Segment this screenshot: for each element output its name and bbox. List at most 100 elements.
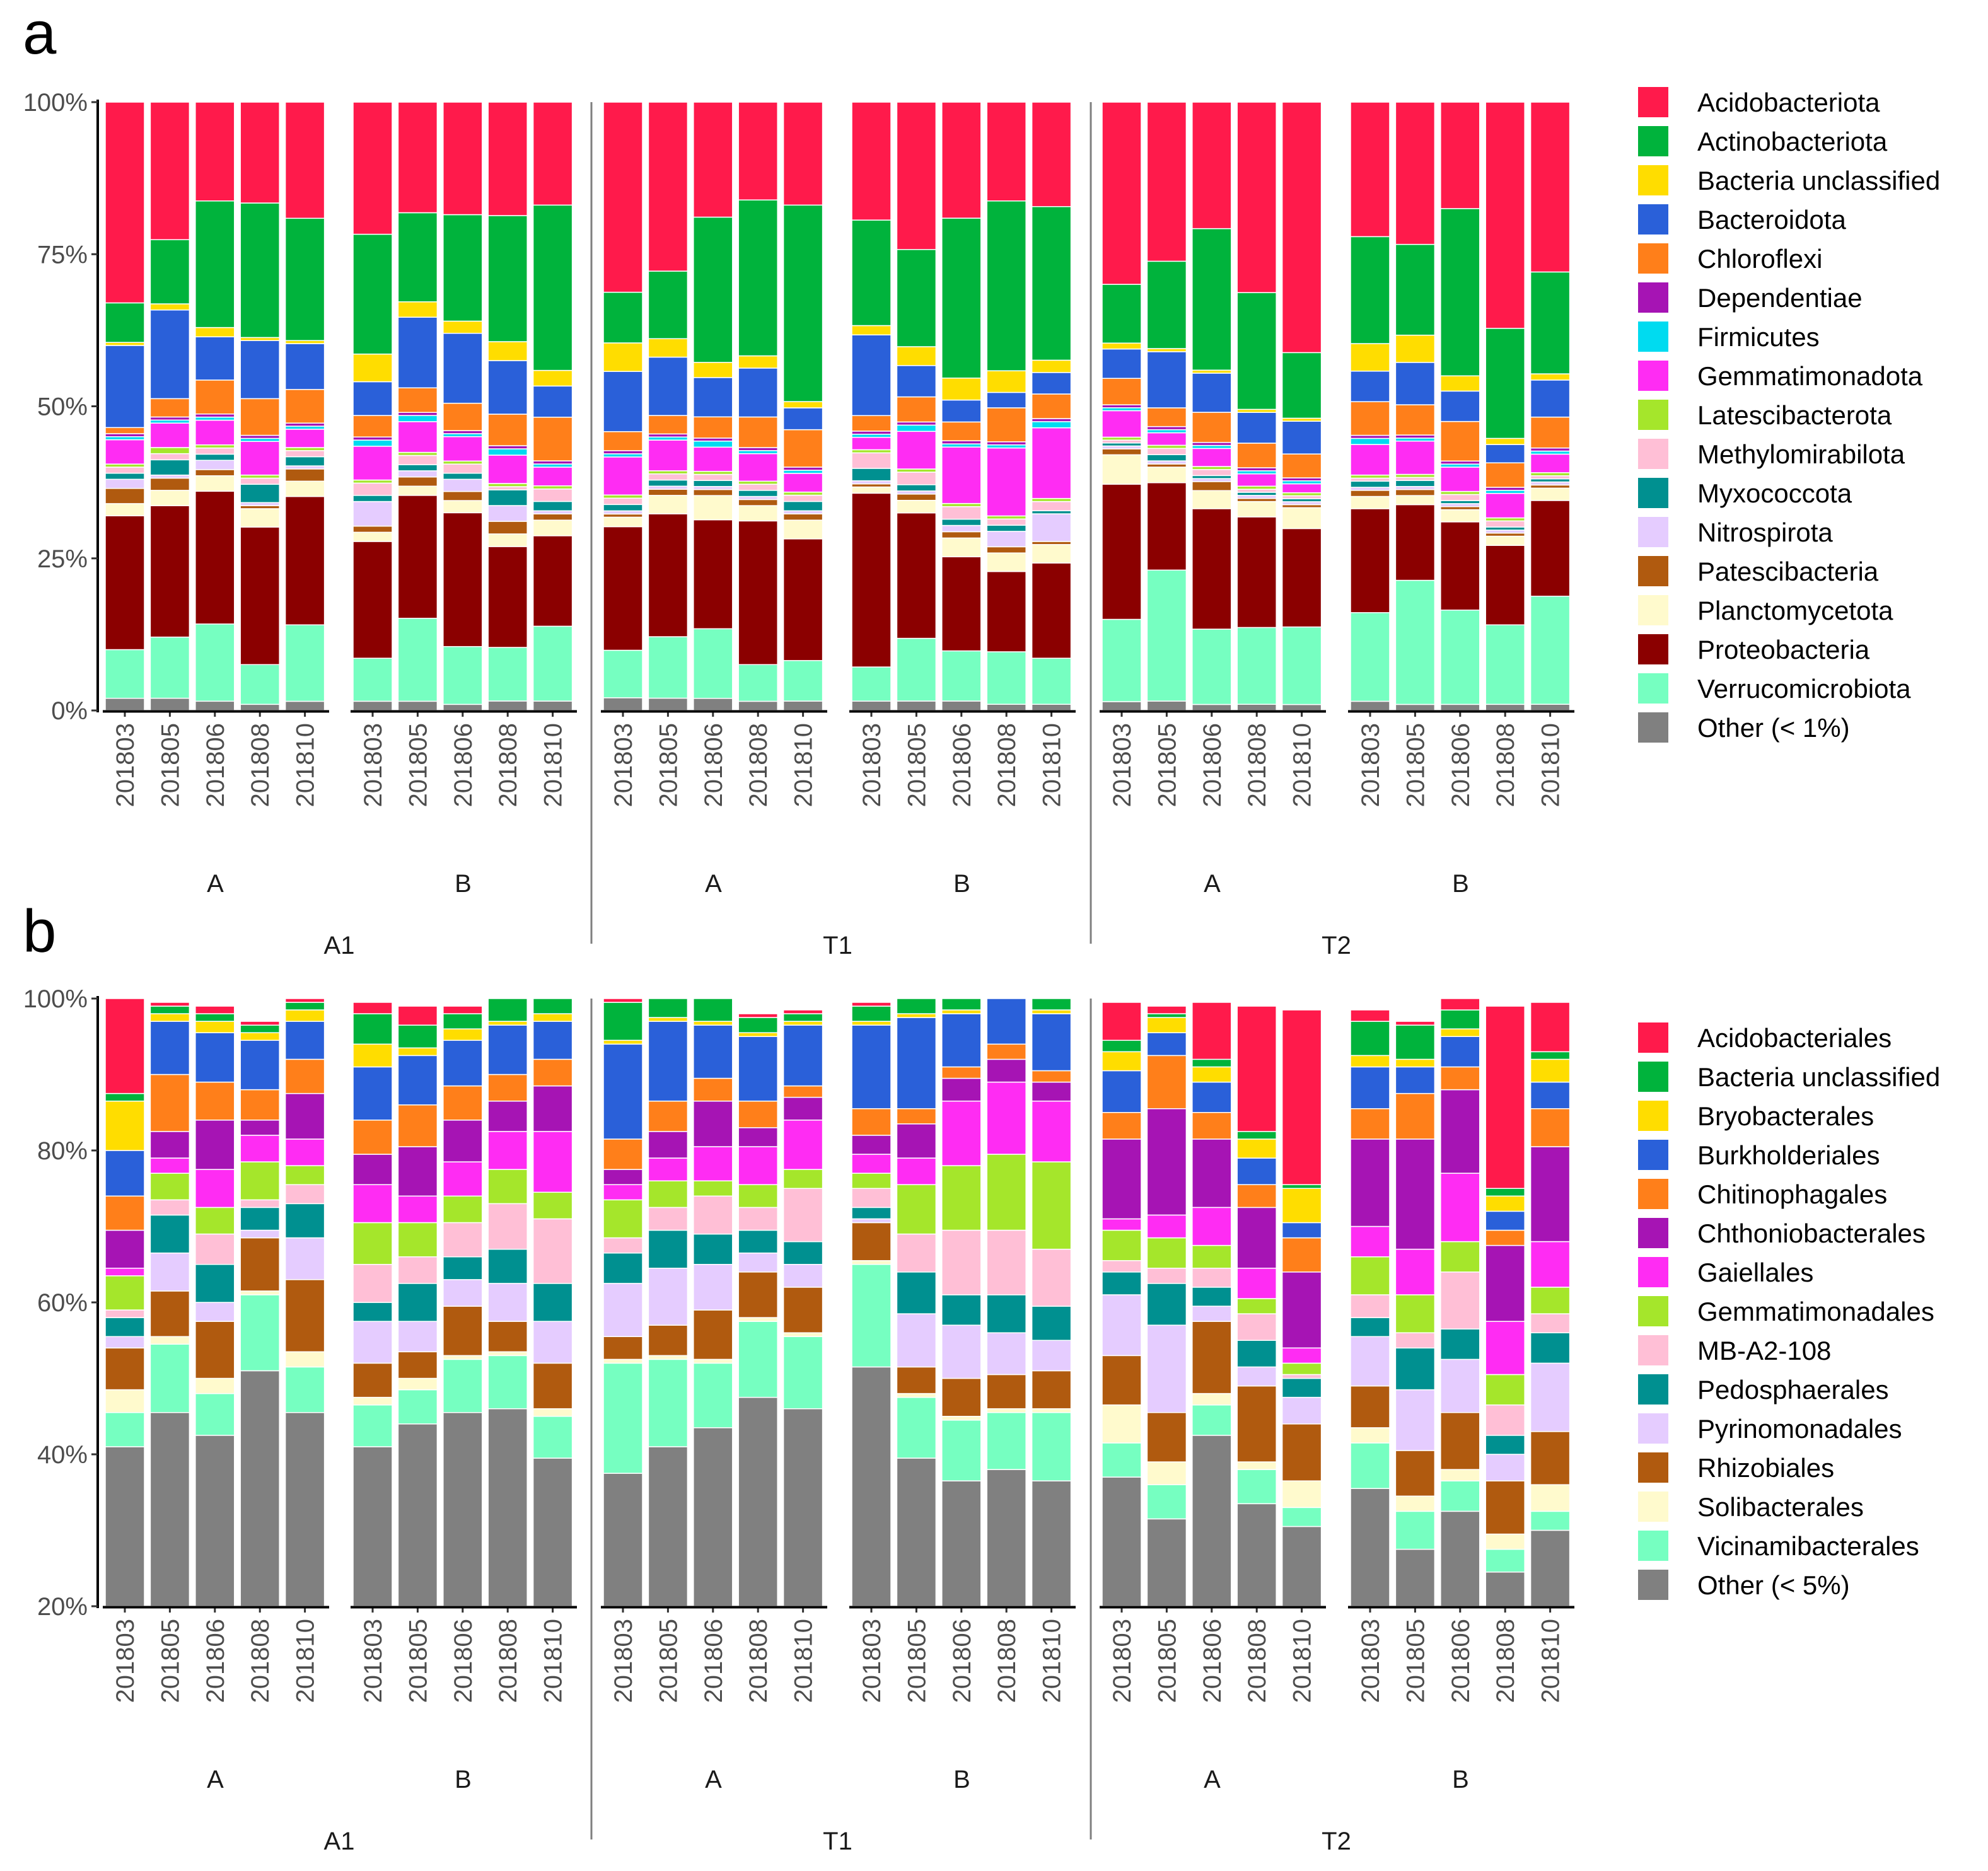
bar-segment	[1102, 1260, 1142, 1273]
bar-segment	[443, 1005, 483, 1014]
bar-segment	[1440, 1241, 1480, 1273]
x-tick-label: 201806	[1199, 1619, 1226, 1703]
bar-segment	[1530, 1313, 1571, 1333]
bar-segment	[782, 1332, 823, 1337]
bar-segment	[941, 524, 982, 533]
bar-segment	[195, 336, 235, 381]
bar-segment	[240, 441, 280, 476]
bar-segment	[851, 1024, 892, 1109]
bar-segment	[532, 204, 573, 371]
x-tick-label: 201805	[1402, 1619, 1429, 1703]
bar-segment	[240, 526, 280, 666]
bar-segment	[1395, 579, 1436, 705]
bar-segment	[149, 1074, 190, 1132]
bar-segment	[986, 407, 1026, 443]
bar-segment	[1440, 521, 1480, 611]
y-tick-label: 80%	[37, 1137, 88, 1165]
bar-segment	[149, 453, 190, 461]
bar-segment	[284, 429, 325, 448]
bar-segment	[1485, 535, 1525, 546]
bar-segment	[851, 1173, 892, 1190]
bar-segment	[896, 1457, 937, 1607]
bar-segment	[648, 1021, 689, 1102]
bar-segment	[738, 1032, 778, 1037]
bar-segment	[1485, 1005, 1525, 1190]
bar-segment	[1350, 508, 1390, 613]
bar-segment	[1236, 1131, 1277, 1140]
bar-segment	[487, 546, 528, 648]
bar-segment	[397, 1256, 438, 1284]
bar-segment	[896, 1233, 937, 1273]
legend-label: Actinobacteriota	[1697, 127, 1888, 156]
bar-segment	[1192, 1404, 1232, 1436]
bar-segment	[1440, 466, 1480, 492]
bar-segment	[693, 377, 733, 418]
bar-segment	[195, 1435, 235, 1607]
legend-label: Latescibacterota	[1697, 400, 1892, 430]
bar-segment	[1485, 520, 1525, 528]
bar-segment	[738, 499, 778, 506]
bar-segment	[1146, 432, 1187, 446]
bar-segment	[1281, 704, 1322, 711]
bar-segment	[105, 1336, 145, 1349]
x-tick-label: 201806	[1447, 1619, 1475, 1703]
x-tick-label: 201803	[1108, 723, 1136, 807]
bar-segment	[693, 1195, 733, 1235]
bar-segment	[149, 422, 190, 448]
bar-segment	[896, 431, 937, 470]
bar-segment	[648, 101, 689, 272]
bar-segment	[1102, 410, 1142, 438]
bar-segment	[284, 998, 325, 1003]
bar-segment	[693, 998, 733, 1022]
bar-segment	[532, 513, 573, 521]
bar-segment	[1146, 407, 1187, 427]
bar-segment	[1440, 1089, 1480, 1174]
bar-segment	[105, 1446, 145, 1607]
bar-segment	[693, 446, 733, 472]
bar-segment	[443, 646, 483, 705]
bar-segment	[738, 1252, 778, 1273]
bar-segment	[1350, 1336, 1390, 1387]
bar-segment	[1485, 328, 1525, 439]
bar-segment	[1485, 1210, 1525, 1231]
legend-swatch	[1638, 361, 1668, 391]
bar-segment	[487, 647, 528, 702]
bar-segment	[851, 452, 892, 469]
bar-segment	[738, 1207, 778, 1231]
bar-segment	[443, 1028, 483, 1041]
bar-segment	[1192, 481, 1232, 492]
bar-segment	[443, 332, 483, 404]
bar-segment	[195, 490, 235, 625]
bar-segment	[105, 439, 145, 465]
bar-segment	[941, 421, 982, 441]
bar-segment	[648, 1446, 689, 1607]
bar-segment	[1102, 378, 1142, 405]
bar-segment	[1440, 509, 1480, 523]
bar-segment	[352, 439, 393, 447]
bar-segment	[105, 466, 145, 474]
bar-segment	[487, 533, 528, 547]
bar-segment	[1530, 596, 1571, 705]
bar-segment	[443, 478, 483, 492]
bar-segment	[352, 415, 393, 437]
legend-label: Bacteria unclassified	[1697, 166, 1940, 195]
bar-segment	[487, 414, 528, 446]
bar-segment	[782, 101, 823, 206]
x-tick-label: 201806	[450, 1619, 477, 1703]
bar-segment	[648, 270, 689, 340]
bar-segment	[1031, 1100, 1072, 1162]
bar-segment	[195, 1264, 235, 1303]
legend-swatch	[1638, 1062, 1668, 1092]
bar-segment	[1350, 401, 1390, 436]
bar-segment	[149, 447, 190, 455]
bar-segment	[352, 1264, 393, 1303]
bar-segment	[284, 450, 325, 458]
bar-segment	[986, 200, 1026, 371]
bar-segment	[195, 1302, 235, 1322]
legend-label: Nitrospirota	[1697, 518, 1833, 547]
bar-segment	[738, 700, 778, 711]
bar-segment	[240, 1032, 280, 1041]
legend-swatch	[1638, 1335, 1668, 1365]
x-tick-label: 201810	[540, 723, 567, 807]
bar-segment	[603, 101, 643, 293]
